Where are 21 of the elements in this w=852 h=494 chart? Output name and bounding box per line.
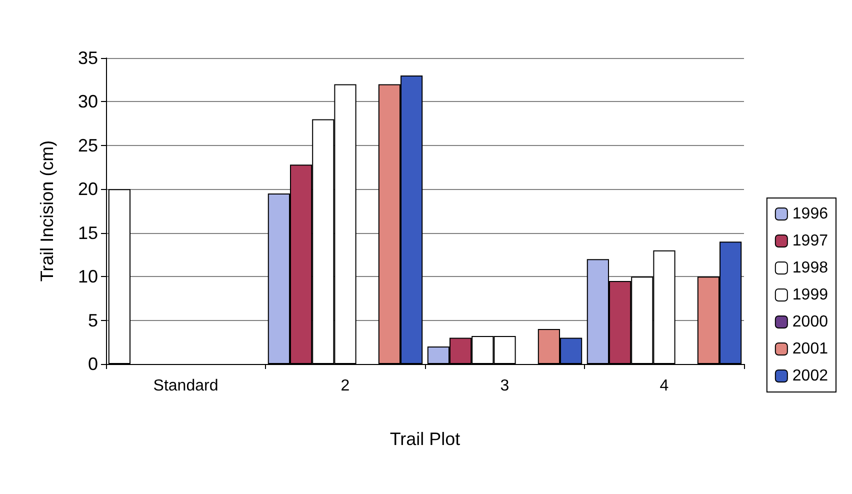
legend-label: 1997 <box>792 232 828 250</box>
x-tick-label: 4 <box>660 378 669 394</box>
y-tick-label: 5 <box>88 310 98 330</box>
legend-label: 2000 <box>792 314 828 330</box>
legend-label: 2001 <box>792 340 828 358</box>
legend-label: 2002 <box>792 368 828 384</box>
legend-label: 1996 <box>792 206 828 222</box>
y-tick-label: 15 <box>78 222 98 243</box>
y-tick-label: 35 <box>78 48 98 68</box>
y-tick-label: 20 <box>78 179 98 200</box>
legend-label: 1999 <box>792 286 828 304</box>
x-axis-title: Trail Plot <box>390 429 460 449</box>
x-tick-label: 2 <box>340 378 350 394</box>
y-tick-label: 30 <box>78 92 98 112</box>
legend-label: 1998 <box>792 260 828 276</box>
x-tick-label: Standard <box>153 378 218 394</box>
y-tick-label: 0 <box>88 354 98 374</box>
y-tick-label: 10 <box>78 266 98 287</box>
x-tick-label: 3 <box>500 378 510 394</box>
y-axis-title: Trail Incision (cm) <box>37 140 57 282</box>
y-tick-label: 25 <box>78 135 98 156</box>
